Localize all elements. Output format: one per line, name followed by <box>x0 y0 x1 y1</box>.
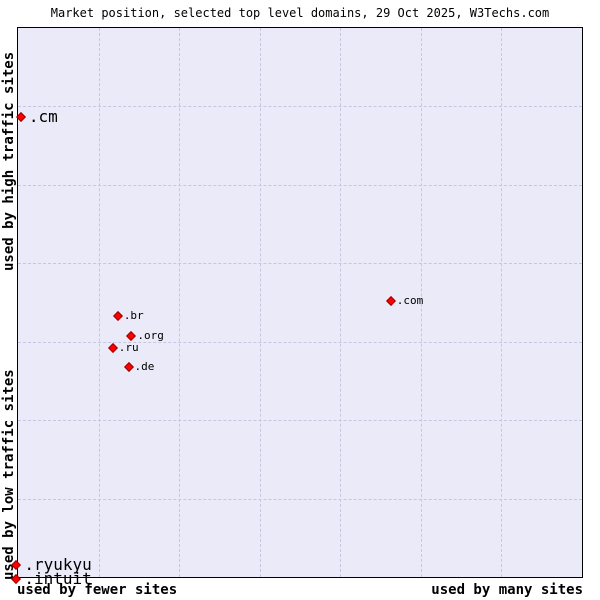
grid-line-horizontal <box>18 263 582 265</box>
chart-title: Market position, selected top level doma… <box>50 6 550 20</box>
grid-line-horizontal <box>18 106 582 108</box>
point-label: .intuit <box>24 569 92 589</box>
point-label: .de <box>134 359 155 373</box>
grid-line-horizontal <box>18 498 582 500</box>
point-marker <box>385 295 396 306</box>
grid-line-vertical <box>501 28 503 577</box>
grid-line-vertical <box>340 28 342 577</box>
plot-area: .cm .com .br .org .ru .de .ryukyu .intuit <box>11 27 583 588</box>
grid-line-vertical <box>98 28 100 577</box>
point-label: .org <box>137 328 164 342</box>
y-axis-label-low: used by low traffic sites <box>1 369 17 580</box>
grid-line-vertical <box>259 28 261 577</box>
point-marker <box>123 361 134 372</box>
point-marker <box>126 331 137 341</box>
grid-line-horizontal <box>18 420 582 422</box>
x-axis-labels: used by fewer sites used by many sites <box>17 583 583 598</box>
x-axis-label-low: used by fewer sites <box>17 582 178 598</box>
grid-line-horizontal <box>18 184 582 186</box>
x-axis-label-high: used by many sites <box>431 582 583 598</box>
point-label: .ru <box>118 341 139 355</box>
point-label: .br <box>123 309 144 323</box>
point-label: .ryukyu <box>24 554 92 574</box>
grid-line-horizontal <box>18 341 582 343</box>
point-marker <box>112 311 123 322</box>
point-marker <box>15 112 26 123</box>
point-label: .cm <box>28 107 58 127</box>
point-marker <box>107 343 118 354</box>
point-label: .com <box>396 293 424 307</box>
y-axis-label-high: used by high traffic sites <box>1 51 17 271</box>
grid-line-vertical <box>420 28 422 577</box>
grid-line-vertical <box>179 28 181 577</box>
